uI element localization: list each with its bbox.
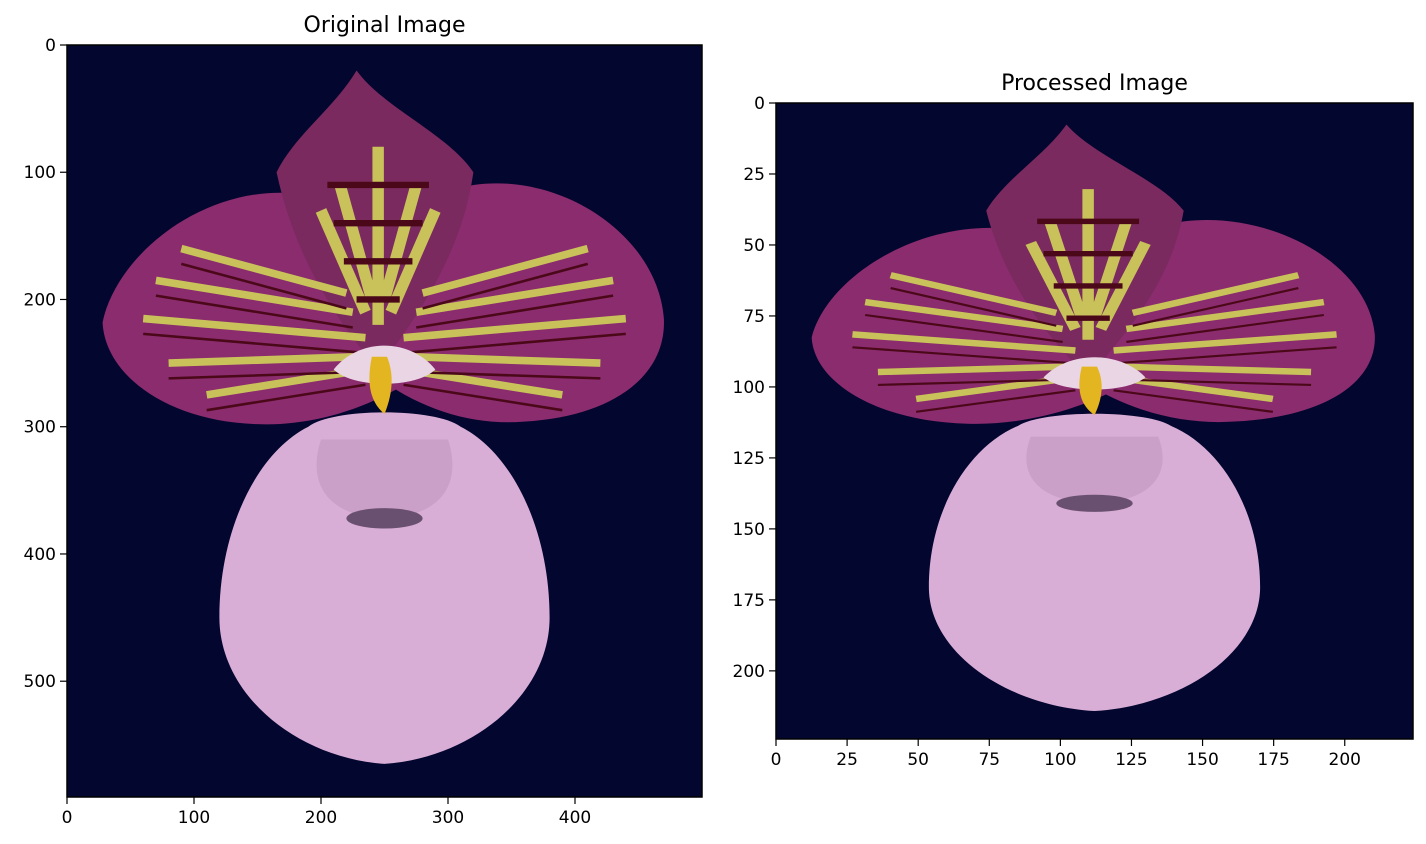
- x-tick-label: 125: [1115, 750, 1147, 770]
- x-tick-label: 175: [1257, 750, 1289, 770]
- image-panel-1: Original Image 0 100 200 300 400 0 100 200 300 400…: [24, 13, 702, 828]
- y-tick-label: 175: [733, 591, 765, 611]
- y-tick-label: 400: [24, 545, 56, 565]
- y-tick-label: 200: [733, 662, 765, 682]
- y-tick-label: 500: [24, 672, 56, 692]
- y-tick-label: 100: [733, 378, 765, 398]
- x-tick-label: 0: [62, 808, 73, 828]
- x-tick-label: 100: [1044, 750, 1076, 770]
- x-tick-label: 75: [978, 750, 1000, 770]
- y-tick-label: 0: [45, 36, 56, 56]
- axes-frame: [66, 44, 703, 798]
- y-tick-label: 100: [24, 163, 56, 183]
- y-tick-label: 300: [24, 418, 56, 438]
- panel-title: Original Image: [304, 13, 466, 38]
- y-tick-label: 0: [754, 94, 765, 114]
- image-panel-2: Processed Image 0 25 50 75 100 125 150 175 200 0 25…: [733, 71, 1413, 770]
- x-tick-label: 0: [771, 750, 782, 770]
- y-tick-label: 150: [733, 520, 765, 540]
- x-tick-label: 100: [178, 808, 210, 828]
- x-tick-label: 50: [907, 750, 929, 770]
- x-tick-label: 400: [559, 808, 591, 828]
- x-tick-label: 25: [836, 750, 858, 770]
- y-tick-label: 25: [743, 165, 765, 185]
- y-tick-label: 200: [24, 290, 56, 310]
- x-tick-label: 300: [432, 808, 464, 828]
- orchid-image: [67, 45, 702, 797]
- orchid-image: [776, 103, 1413, 739]
- x-tick-label: 150: [1186, 750, 1218, 770]
- x-tick-label: 200: [305, 808, 337, 828]
- x-tick-label: 200: [1329, 750, 1361, 770]
- y-tick-label: 125: [733, 449, 765, 469]
- panel-title: Processed Image: [1001, 71, 1188, 96]
- y-tick-label: 75: [743, 307, 765, 327]
- axes-frame: [775, 102, 1414, 740]
- y-tick-label: 50: [743, 236, 765, 256]
